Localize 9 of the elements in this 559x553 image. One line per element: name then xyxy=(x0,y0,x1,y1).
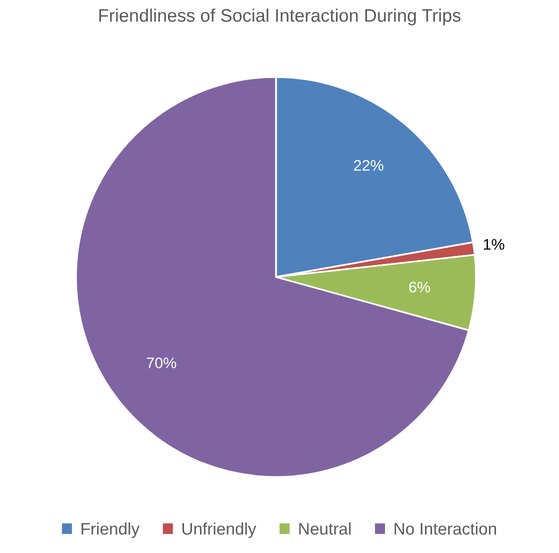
data-label: 1% xyxy=(484,239,504,250)
legend-label: Friendly xyxy=(82,522,140,538)
legend-label: Neutral xyxy=(299,522,351,535)
legend-label: No Interaction xyxy=(394,522,496,535)
chart-title: Friendliness of Social Interaction During Trips xyxy=(99,8,460,26)
legend-label: Unfriendly xyxy=(182,522,256,538)
data-label: 6% xyxy=(409,282,430,293)
data-label: 22% xyxy=(354,160,384,171)
data-label: 70% xyxy=(146,357,176,368)
